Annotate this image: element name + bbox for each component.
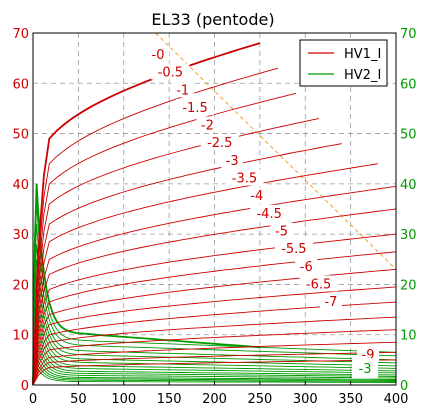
curve-label-bg xyxy=(274,240,313,257)
curve-label-bg xyxy=(319,293,342,310)
x-tick-label: 150 xyxy=(157,392,182,407)
x-tick-label: 350 xyxy=(338,392,363,407)
y-tick-label-right: 50 xyxy=(400,128,417,143)
anode-curve xyxy=(32,118,319,386)
anode-curve xyxy=(32,268,397,386)
y-tick-label-right: 30 xyxy=(400,228,417,243)
screen-curve xyxy=(32,355,397,386)
curve-label: -0 xyxy=(152,48,165,63)
x-tick-label: 300 xyxy=(293,392,318,407)
anode-curve xyxy=(32,42,261,386)
anode-curve xyxy=(32,351,397,386)
screen-curve xyxy=(32,224,397,386)
anode-curve xyxy=(32,341,397,386)
anode-curve xyxy=(32,163,378,386)
curve-label-bg xyxy=(176,98,215,115)
curve-label-bg xyxy=(151,63,190,80)
curve-label: -7 xyxy=(324,295,337,310)
y-tick-label-left: 60 xyxy=(12,77,29,92)
curve-label: -6.5 xyxy=(306,277,331,292)
legend-entry: HV2_I xyxy=(344,68,381,83)
screen-curve xyxy=(32,289,397,386)
anode-curve xyxy=(32,143,342,386)
curve-label: -1 xyxy=(176,83,189,98)
curve-label: -5 xyxy=(275,224,288,239)
y-tick-label-left: 40 xyxy=(12,178,29,193)
curve-label: -0.5 xyxy=(158,66,183,81)
x-tick-label: 100 xyxy=(111,392,136,407)
curve-label-bg xyxy=(225,169,264,186)
curve-label: -5.5 xyxy=(281,242,306,257)
screen-curve xyxy=(32,342,397,386)
anode-curve xyxy=(32,316,397,386)
curve-label: -1.5 xyxy=(182,101,207,116)
screen-curve xyxy=(32,183,260,386)
y-tick-label-right: 20 xyxy=(400,278,417,293)
anode-curve xyxy=(32,67,279,386)
legend-entry: HV1_I xyxy=(344,47,381,62)
y-tick-label-right: 70 xyxy=(400,27,417,42)
curve-label-bg xyxy=(250,204,289,221)
curve-label: -4 xyxy=(250,189,263,204)
screen-label-bg xyxy=(352,358,378,378)
anode-curve xyxy=(32,233,397,386)
screen-curve xyxy=(32,349,397,386)
x-tick-label: 50 xyxy=(70,392,87,407)
curve-label: -3.5 xyxy=(232,172,257,187)
curve-label-bg xyxy=(221,151,244,168)
y-tick-label-right: 60 xyxy=(400,77,417,92)
x-tick-label: 200 xyxy=(202,392,227,407)
anode-curve xyxy=(32,185,397,386)
anode-curve xyxy=(32,359,396,386)
curve-label-bg xyxy=(147,46,169,62)
y-tick-label-left: 10 xyxy=(12,329,29,344)
y-tick-label-left: 50 xyxy=(12,128,29,143)
anode-curve xyxy=(32,92,297,386)
y-tick-label-left: 20 xyxy=(12,278,29,293)
curve-label: -2 xyxy=(201,119,214,134)
anode-curve xyxy=(32,329,397,386)
curve-label-bg xyxy=(171,81,194,98)
chart-title: EL33 (pentode) xyxy=(151,10,274,29)
legend-box xyxy=(299,39,388,87)
screen-curve xyxy=(32,274,397,386)
curve-label: -3 xyxy=(226,154,239,169)
curve-label-bg xyxy=(299,275,338,292)
screen-curve xyxy=(32,366,397,386)
curve-labels: -0 -0.5 -1 -1.5 -2 -2.5 -3 -3.5 -4 -4.5 -5 -5.5 -6 -6… xyxy=(147,46,379,378)
plot-curves xyxy=(32,32,397,386)
load-line xyxy=(155,32,397,270)
anode-curve xyxy=(32,251,397,386)
anode-curve xyxy=(32,208,397,386)
screen-curve xyxy=(32,361,397,386)
screen-curve xyxy=(32,334,397,386)
screen-curve xyxy=(32,259,397,386)
curve-label-bg xyxy=(270,222,293,239)
curve-label: -2.5 xyxy=(207,136,232,151)
screen-curve xyxy=(32,301,397,386)
curve-label: -6 xyxy=(300,260,313,275)
y-tick-label-left: 30 xyxy=(12,228,29,243)
curve-label-bg xyxy=(295,257,318,274)
y-tick-label-right: 10 xyxy=(400,329,417,344)
curve-label-bg xyxy=(200,134,239,151)
legend: HV1_I HV2_I xyxy=(299,39,388,87)
screen-curve xyxy=(32,314,397,386)
y-tick-label-right: 0 xyxy=(400,379,408,394)
x-tick-label: 250 xyxy=(247,392,272,407)
x-tick-label: 400 xyxy=(384,392,409,407)
y-tick-label-right: 40 xyxy=(400,178,417,193)
y-tick-label-left: 70 xyxy=(12,27,29,42)
y-tick-label-left: 0 xyxy=(21,379,29,394)
curve-label-bg xyxy=(196,116,219,133)
x-tick-label: 0 xyxy=(29,392,37,407)
curve-label-bg xyxy=(245,187,268,204)
curve-label: -4.5 xyxy=(256,207,281,222)
screen-curve xyxy=(32,244,397,386)
screen-curve-label: -3 xyxy=(359,362,372,377)
